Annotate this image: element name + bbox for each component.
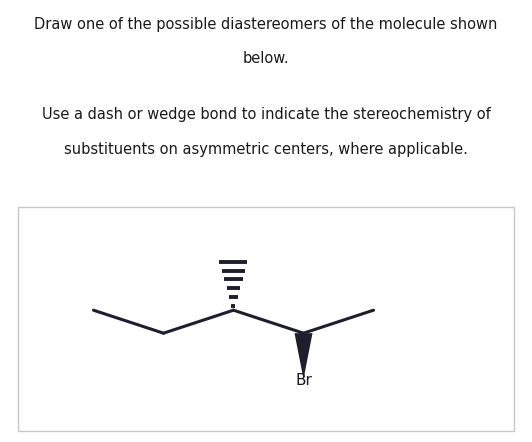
Text: Br: Br [295,373,312,389]
Polygon shape [295,333,312,379]
FancyBboxPatch shape [19,207,513,431]
Text: below.: below. [243,51,289,66]
Text: substituents on asymmetric centers, where applicable.: substituents on asymmetric centers, wher… [64,142,468,157]
Text: Use a dash or wedge bond to indicate the stereochemistry of: Use a dash or wedge bond to indicate the… [41,107,491,122]
Text: Draw one of the possible diastereomers of the molecule shown: Draw one of the possible diastereomers o… [34,17,498,32]
